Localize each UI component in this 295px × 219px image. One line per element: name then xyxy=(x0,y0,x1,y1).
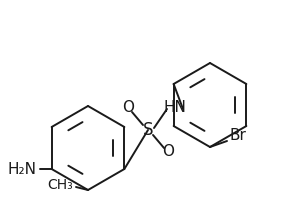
Text: Br: Br xyxy=(230,129,246,143)
Text: O: O xyxy=(162,145,174,159)
Text: O: O xyxy=(122,101,134,115)
Text: S: S xyxy=(143,121,153,139)
Text: CH₃: CH₃ xyxy=(47,178,73,192)
Text: H₂N: H₂N xyxy=(7,161,36,177)
Text: HN: HN xyxy=(163,101,186,115)
